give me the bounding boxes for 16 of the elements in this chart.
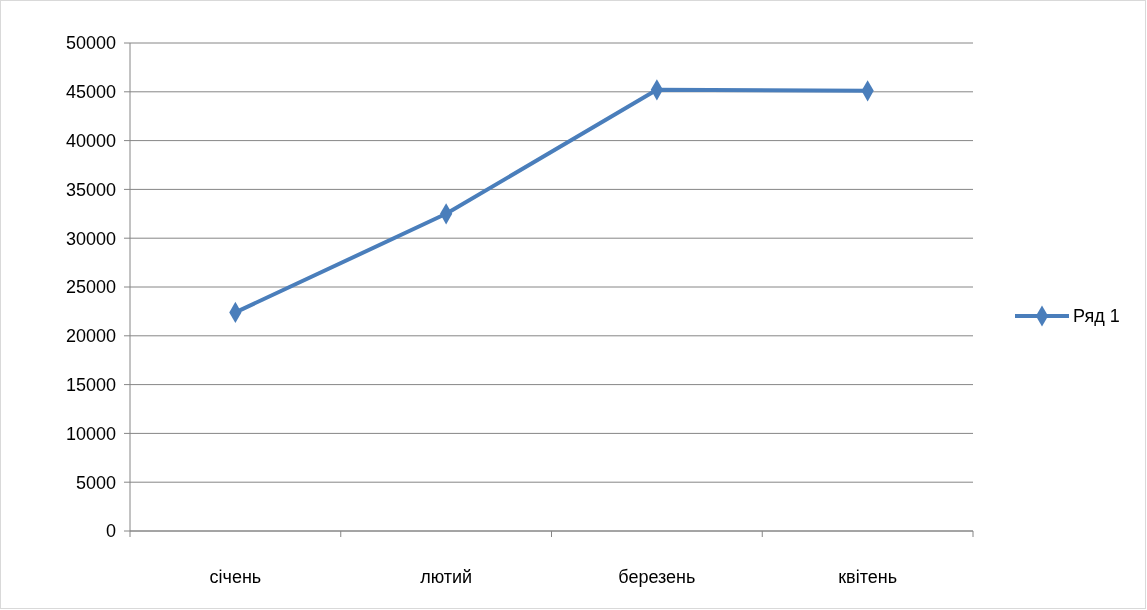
x-tick-label: квітень bbox=[838, 567, 898, 587]
x-tick-label: березень bbox=[618, 567, 696, 587]
y-tick-label: 40000 bbox=[65, 130, 116, 151]
y-tick-label: 15000 bbox=[65, 374, 116, 395]
x-tick-label: січень bbox=[209, 567, 262, 587]
y-tick-label: 30000 bbox=[65, 228, 116, 249]
y-tick-label: 20000 bbox=[65, 326, 116, 347]
y-tick-label: 0 bbox=[105, 521, 116, 542]
y-tick-label: 50000 bbox=[65, 33, 116, 54]
y-tick-label: 45000 bbox=[65, 82, 116, 103]
y-tick-label: 10000 bbox=[65, 423, 116, 444]
y-tick-label: 25000 bbox=[65, 277, 116, 298]
y-tick-label: 5000 bbox=[75, 472, 116, 493]
y-tick-label: 35000 bbox=[65, 179, 116, 200]
x-tick-label: лютий bbox=[420, 567, 473, 587]
legend-label: Ряд 1 bbox=[1073, 306, 1120, 327]
